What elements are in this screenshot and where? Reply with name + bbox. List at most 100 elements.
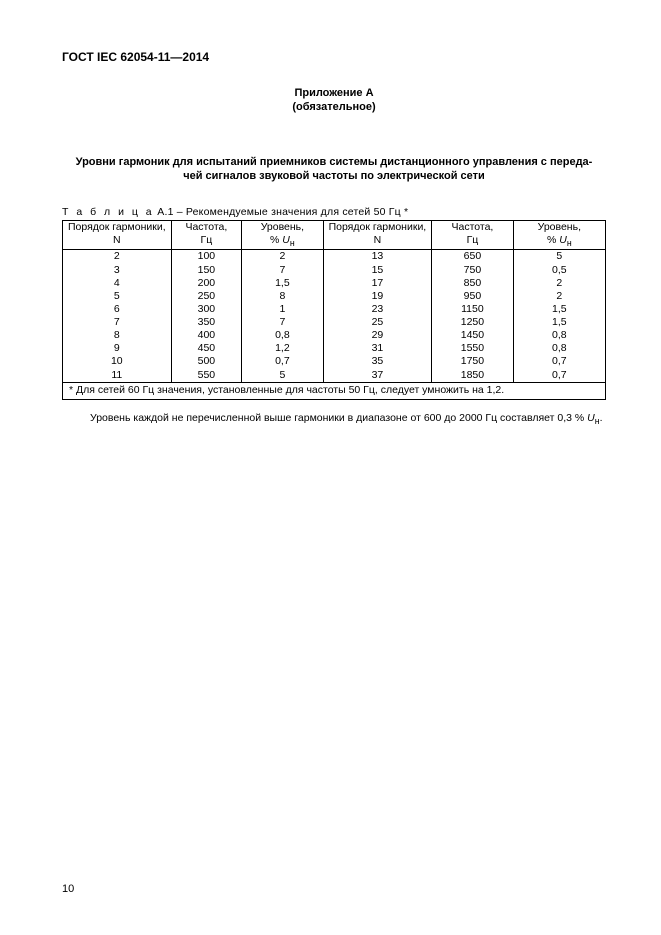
- cell: 0,7: [513, 355, 605, 368]
- cell: 35: [323, 355, 432, 368]
- table-row: 630012311501,5: [63, 303, 606, 316]
- cell: 8: [63, 329, 172, 342]
- cell: 11: [63, 369, 172, 383]
- cell: 650: [432, 250, 513, 264]
- table-row: 31507157500,5: [63, 264, 606, 277]
- cell: 950: [432, 290, 513, 303]
- cell: 1250: [432, 316, 513, 329]
- th-freq-left: Частота, Гц: [171, 221, 242, 250]
- cell: 850: [432, 277, 513, 290]
- document-id: ГОСТ IEC 62054-11—2014: [62, 50, 606, 64]
- cell: 5: [513, 250, 605, 264]
- cell: 750: [432, 264, 513, 277]
- table-row: 735072512501,5: [63, 316, 606, 329]
- cell: 0,5: [513, 264, 605, 277]
- cell: 0,8: [242, 329, 323, 342]
- cell: 300: [171, 303, 242, 316]
- th-text: Уровень,: [518, 221, 601, 234]
- cell: 10: [63, 355, 172, 368]
- cell: 8: [242, 290, 323, 303]
- cell: 1750: [432, 355, 513, 368]
- cell: 500: [171, 355, 242, 368]
- th-text: Уровень,: [246, 221, 318, 234]
- cell: 100: [171, 250, 242, 264]
- cell: 550: [171, 369, 242, 383]
- cell: 150: [171, 264, 242, 277]
- annex-line1: Приложение А: [294, 87, 373, 99]
- cell: 1150: [432, 303, 513, 316]
- cell: 450: [171, 342, 242, 355]
- cell: 350: [171, 316, 242, 329]
- cell: 1,5: [513, 316, 605, 329]
- th-text: Порядок гармоники,: [328, 221, 428, 234]
- page-number: 10: [62, 883, 74, 895]
- page: ГОСТ IEC 62054-11—2014 Приложение А (обя…: [0, 0, 661, 935]
- cell: 31: [323, 342, 432, 355]
- pct: %: [547, 234, 559, 246]
- note-below-table: Уровень каждой не перечисленной выше гар…: [62, 412, 606, 426]
- cell: 5: [242, 369, 323, 383]
- note-u: U: [587, 412, 595, 424]
- th-text: % Uн: [246, 234, 318, 249]
- th-text: Частота,: [176, 221, 238, 234]
- u: U: [559, 234, 567, 246]
- cell: 29: [323, 329, 432, 342]
- u-sub: н: [567, 239, 572, 249]
- cell: 2: [242, 250, 323, 264]
- cell: 2: [63, 250, 172, 264]
- cell: 19: [323, 290, 432, 303]
- cell: 15: [323, 264, 432, 277]
- cell: 200: [171, 277, 242, 290]
- th-text: Порядок гармоники,: [67, 221, 167, 234]
- th-n-left: Порядок гармоники, N: [63, 221, 172, 250]
- cell: 23: [323, 303, 432, 316]
- u: U: [282, 234, 290, 246]
- cell: 2: [513, 290, 605, 303]
- table-row: 84000,82914500,8: [63, 329, 606, 342]
- cell: 0,8: [513, 342, 605, 355]
- section-title-line2: чей сигналов звуковой частоты по электри…: [183, 170, 485, 182]
- table-row: 105000,73517500,7: [63, 355, 606, 368]
- cell: 0,7: [242, 355, 323, 368]
- caption-prefix: Т а б л и ц а: [62, 206, 154, 218]
- th-level-left: Уровень, % Uн: [242, 221, 323, 250]
- cell: 1450: [432, 329, 513, 342]
- cell: 0,7: [513, 369, 605, 383]
- table-body: 2100213650531507157500,542001,5178502525…: [63, 250, 606, 382]
- harmonics-table: Порядок гармоники, N Частота, Гц Уровень…: [62, 220, 606, 400]
- table-row: 1155053718500,7: [63, 369, 606, 383]
- cell: 6: [63, 303, 172, 316]
- cell: 25: [323, 316, 432, 329]
- table-header: Порядок гармоники, N Частота, Гц Уровень…: [63, 221, 606, 250]
- note-text: Уровень каждой не перечисленной выше гар…: [90, 412, 587, 424]
- th-level-right: Уровень, % Uн: [513, 221, 605, 250]
- cell: 0,8: [513, 329, 605, 342]
- cell: 7: [242, 316, 323, 329]
- cell: 7: [242, 264, 323, 277]
- th-text: N: [67, 234, 167, 247]
- cell: 2: [513, 277, 605, 290]
- section-title: Уровни гармоник для испытаний приемников…: [62, 155, 606, 185]
- th-freq-right: Частота, Гц: [432, 221, 513, 250]
- table-row: 21002136505: [63, 250, 606, 264]
- cell: 1,2: [242, 342, 323, 355]
- cell: 17: [323, 277, 432, 290]
- note-post: .: [600, 412, 603, 424]
- cell: 13: [323, 250, 432, 264]
- annex-line2: (обязательное): [292, 101, 375, 113]
- cell: 250: [171, 290, 242, 303]
- section-title-line1: Уровни гармоник для испытаний приемников…: [76, 156, 593, 168]
- table-row: 94501,23115500,8: [63, 342, 606, 355]
- th-text: Гц: [436, 234, 508, 247]
- annex-heading: Приложение А (обязательное): [62, 86, 606, 115]
- pct: %: [270, 234, 282, 246]
- table-caption: Т а б л и ц а А.1 – Рекомендуемые значен…: [62, 206, 606, 218]
- th-text: Частота,: [436, 221, 508, 234]
- table-row: 52508199502: [63, 290, 606, 303]
- cell: 37: [323, 369, 432, 383]
- cell: 1,5: [242, 277, 323, 290]
- cell: 9: [63, 342, 172, 355]
- th-n-right: Порядок гармоники, N: [323, 221, 432, 250]
- caption-rest: А.1 – Рекомендуемые значения для сетей 5…: [154, 206, 408, 218]
- table-footer: * Для сетей 60 Гц значения, установленны…: [63, 382, 606, 399]
